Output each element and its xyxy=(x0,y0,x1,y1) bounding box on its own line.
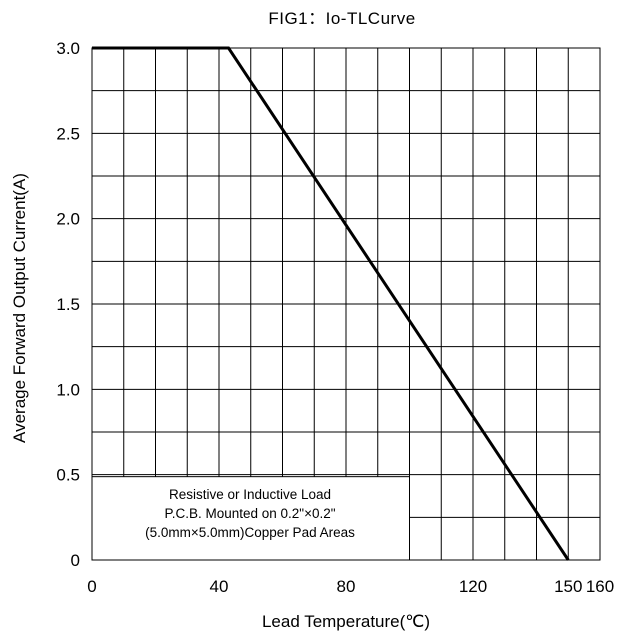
y-tick-label: 1.5 xyxy=(56,295,80,314)
x-tick-label: 120 xyxy=(459,577,487,596)
annotation-rect xyxy=(91,476,410,561)
annotation-line-1: Resistive or Inductive Load xyxy=(169,487,331,502)
y-tick-label: 3.0 xyxy=(56,39,80,58)
annotation-line-2: P.C.B. Mounted on 0.2"×0.2" xyxy=(164,506,335,521)
y-tick-label: 2.0 xyxy=(56,210,80,229)
y-tick-labels: 0 0.5 1.0 1.5 2.0 2.5 3.0 xyxy=(56,39,80,570)
grid xyxy=(92,48,600,560)
chart-title: FIG1：Io-TLCurve xyxy=(268,9,415,28)
x-tick-label: 0 xyxy=(87,577,96,596)
series-line xyxy=(92,46,570,561)
x-tick-label: 80 xyxy=(337,577,356,596)
annotation-box: Resistive or Inductive Load P.C.B. Mount… xyxy=(91,476,410,561)
y-axis-label: Average Forward Output Current(A) xyxy=(10,173,29,443)
y-tick-label: 0 xyxy=(71,551,80,570)
series-layer xyxy=(92,46,570,561)
x-tick-label: 160 xyxy=(586,577,614,596)
y-tick-label: 2.5 xyxy=(56,124,80,143)
x-tick-labels: 0 40 80 120 150 160 xyxy=(87,577,614,596)
x-axis-label: Lead Temperature(℃) xyxy=(262,612,430,631)
x-tick-label: 40 xyxy=(210,577,229,596)
y-tick-label: 1.0 xyxy=(56,380,80,399)
x-tick-label: 150 xyxy=(554,577,582,596)
annotation-line-3: (5.0mm×5.0mm)Copper Pad Areas xyxy=(145,525,355,540)
y-tick-label: 0.5 xyxy=(56,466,80,485)
